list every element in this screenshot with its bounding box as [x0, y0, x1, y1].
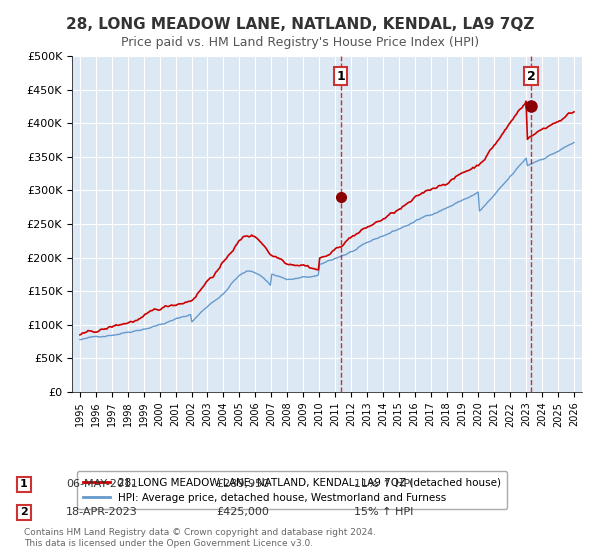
Text: £425,000: £425,000	[216, 507, 269, 517]
Text: 11% ↑ HPI: 11% ↑ HPI	[354, 479, 413, 489]
Text: 28, LONG MEADOW LANE, NATLAND, KENDAL, LA9 7QZ: 28, LONG MEADOW LANE, NATLAND, KENDAL, L…	[66, 17, 534, 32]
Text: 15% ↑ HPI: 15% ↑ HPI	[354, 507, 413, 517]
Text: 1: 1	[336, 69, 345, 83]
Text: 18-APR-2023: 18-APR-2023	[66, 507, 138, 517]
Text: 06-MAY-2011: 06-MAY-2011	[66, 479, 138, 489]
Text: Price paid vs. HM Land Registry's House Price Index (HPI): Price paid vs. HM Land Registry's House …	[121, 36, 479, 49]
Text: 2: 2	[20, 507, 28, 517]
Text: Contains HM Land Registry data © Crown copyright and database right 2024.
This d: Contains HM Land Registry data © Crown c…	[24, 528, 376, 548]
Text: £289,950: £289,950	[216, 479, 269, 489]
Text: 2: 2	[527, 69, 535, 83]
Legend: 28, LONG MEADOW LANE, NATLAND, KENDAL, LA9 7QZ (detached house), HPI: Average pr: 28, LONG MEADOW LANE, NATLAND, KENDAL, L…	[77, 471, 507, 509]
Text: 1: 1	[20, 479, 28, 489]
